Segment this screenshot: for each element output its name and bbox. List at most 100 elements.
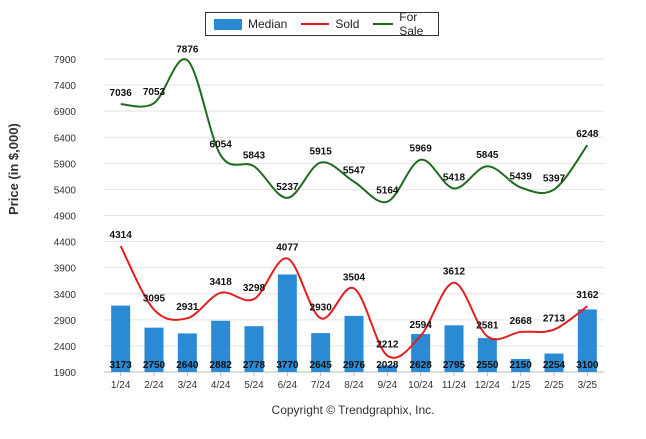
x-tick-label: 3/24	[178, 380, 198, 391]
x-tick-label: 4/24	[211, 380, 231, 391]
median-data-label: 2640	[176, 360, 199, 371]
median-data-label: 2550	[476, 360, 499, 371]
y-tick-label: 2400	[54, 342, 77, 353]
median-data-label: 2778	[243, 360, 266, 371]
copyright-text: Copyright © Trendgraphix, Inc.	[271, 403, 435, 417]
median-bar	[244, 326, 264, 372]
x-tick-label: 12/24	[475, 380, 500, 391]
legend-label-sold: Sold	[335, 17, 360, 31]
sold-data-label: 3162	[576, 290, 599, 301]
for-sale-data-label: 5164	[376, 186, 399, 197]
x-tick-label: 3/25	[578, 380, 598, 391]
legend-item-sold: Sold	[301, 17, 359, 31]
median-bar	[344, 315, 364, 372]
x-tick-label: 2/25	[544, 380, 564, 391]
sold-data-label: 4077	[276, 242, 299, 253]
for-sale-data-label: 5915	[310, 147, 333, 158]
x-tick-label: 11/24	[442, 380, 467, 391]
median-bar	[144, 327, 164, 372]
median-data-label: 3100	[576, 360, 599, 371]
y-tick-label: 2900	[54, 316, 77, 327]
median-data-label: 2882	[210, 360, 233, 371]
for-sale-data-label: 7036	[110, 88, 133, 99]
y-tick-label: 7400	[54, 81, 77, 92]
legend-item-median: Median	[214, 17, 287, 31]
y-tick-label: 1900	[54, 368, 77, 379]
median-data-label: 2795	[443, 360, 466, 371]
sold-data-label: 2212	[376, 340, 399, 351]
x-tick-label: 8/24	[344, 380, 364, 391]
x-tick-label: 7/24	[311, 380, 331, 391]
median-bar	[377, 365, 397, 372]
for-sale-data-label: 7876	[176, 44, 199, 55]
for-sale-line	[120, 58, 589, 204]
for-sale-data-label: 5237	[276, 182, 299, 193]
y-tick-label: 3400	[54, 290, 77, 301]
sold-data-label: 3418	[210, 277, 233, 288]
median-bar	[411, 334, 431, 372]
sold-data-label: 2713	[543, 314, 566, 325]
legend-swatch-sold	[301, 23, 330, 25]
legend-label-median: Median	[248, 17, 288, 31]
median-bar	[444, 325, 464, 372]
median-data-label: 2976	[343, 360, 366, 371]
median-bar	[211, 320, 231, 372]
for-sale-data-label: 5843	[243, 150, 266, 161]
x-tick-label: 10/24	[408, 380, 433, 391]
sold-data-label: 2581	[476, 320, 499, 331]
for-sale-data-label: 5969	[410, 144, 433, 155]
median-bar	[311, 333, 331, 372]
median-bar	[111, 305, 131, 372]
y-tick-label: 6900	[54, 107, 77, 118]
median-bar	[544, 353, 564, 372]
x-tick-label: 9/24	[378, 380, 398, 391]
y-tick-label: 5900	[54, 159, 77, 170]
for-sale-data-label: 6054	[210, 139, 233, 150]
median-data-label: 2150	[510, 360, 533, 371]
median-bar	[177, 333, 197, 372]
chart-legend: Median Sold For Sale	[205, 10, 439, 38]
y-tick-label: 5400	[54, 185, 77, 196]
x-tick-label: 5/24	[244, 380, 264, 391]
median-data-label: 3770	[276, 360, 299, 371]
median-data-label: 2254	[543, 360, 566, 371]
for-sale-data-label: 5397	[543, 174, 566, 185]
for-sale-data-label: 7053	[143, 87, 166, 98]
median-bar	[477, 338, 497, 372]
sold-line	[119, 245, 588, 359]
median-data-label: 2645	[310, 360, 333, 371]
legend-swatch-for-sale	[373, 23, 394, 25]
y-tick-label: 3900	[54, 264, 77, 275]
x-tick-label: 1/24	[111, 380, 131, 391]
median-bar	[277, 274, 297, 372]
sold-data-label: 2668	[510, 316, 533, 327]
x-tick-label: 1/25	[511, 380, 531, 391]
median-bar	[511, 358, 531, 372]
sold-data-label: 3095	[143, 294, 166, 305]
y-tick-label: 6400	[54, 133, 77, 144]
sold-data-label: 3298	[243, 283, 266, 294]
for-sale-data-label: 5418	[443, 172, 466, 183]
y-tick-label: 4900	[54, 212, 77, 223]
sold-data-label: 3504	[343, 272, 366, 283]
for-sale-data-label: 5547	[343, 166, 366, 177]
y-tick-label: 4400	[54, 238, 77, 249]
y-axis-title: Price (in $,000)	[6, 123, 21, 215]
median-data-label: 2750	[143, 360, 166, 371]
sold-data-label: 2931	[176, 302, 199, 313]
y-tick-label: 7900	[54, 55, 77, 66]
for-sale-data-label: 5845	[476, 150, 499, 161]
legend-label-for-sale: For Sale	[399, 10, 424, 38]
sold-data-label: 3612	[443, 267, 466, 278]
legend-swatch-median	[214, 18, 242, 30]
median-bar	[577, 309, 597, 372]
for-sale-data-label: 5439	[510, 171, 533, 182]
sold-data-label: 4314	[110, 230, 133, 241]
x-tick-label: 2/24	[144, 380, 164, 391]
for-sale-data-label: 6248	[576, 129, 599, 140]
sold-data-label: 2930	[310, 302, 333, 313]
legend-item-for-sale: For Sale	[373, 10, 431, 38]
x-tick-label: 6/24	[278, 380, 298, 391]
